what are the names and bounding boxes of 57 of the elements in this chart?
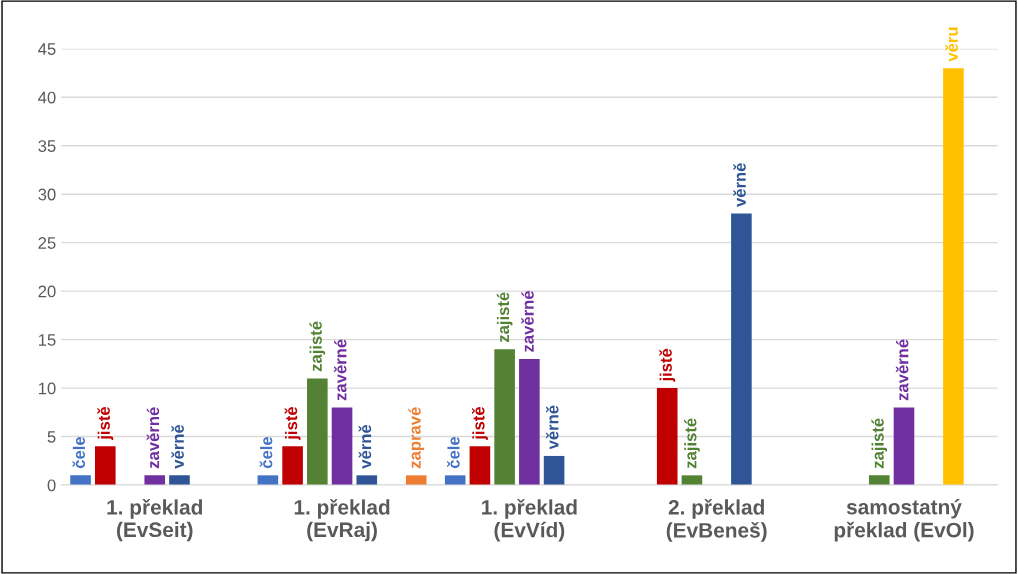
- text: zavěrné: [333, 339, 347, 401]
- bar: [331, 407, 353, 486]
- bar: [169, 475, 190, 486]
- y-tick-label: 40: [38, 91, 56, 104]
- text: zajisté: [871, 418, 888, 469]
- bar: [405, 475, 427, 486]
- bar: [307, 378, 328, 486]
- text: čele: [259, 436, 273, 469]
- text: čele: [72, 436, 86, 469]
- text: věrně: [733, 163, 746, 207]
- y-tick-label: 15: [38, 334, 56, 346]
- x-tick-label: 1. překlad (EvRaj): [294, 498, 390, 542]
- bar: [681, 475, 703, 486]
- text: jistě: [471, 406, 488, 440]
- bar: [731, 213, 752, 486]
- y-tick-label: 35: [38, 140, 56, 152]
- y-tick-label: 45: [38, 43, 56, 55]
- y-tick-label: 20: [38, 285, 56, 298]
- text: zajisté: [309, 321, 326, 372]
- y-tick-label: 25: [38, 237, 56, 249]
- bar: [94, 446, 116, 486]
- text: čele: [447, 436, 460, 469]
- x-tick-label: 2. překlad (EvBeneš): [666, 498, 767, 542]
- y-tick-label: 5: [47, 431, 56, 443]
- bar: [70, 475, 91, 486]
- x-tick-label: 1. překlad (EvSeit): [107, 498, 202, 542]
- text: zapravé: [408, 407, 425, 469]
- text: zajisté: [684, 418, 700, 469]
- bar: [519, 359, 540, 486]
- bar: [144, 475, 166, 486]
- bar: [257, 475, 279, 486]
- bar: [469, 446, 491, 486]
- bar: [943, 68, 964, 486]
- text: věrně: [171, 424, 184, 469]
- text: zavěrné: [521, 290, 534, 352]
- text: zavěrné: [146, 407, 160, 469]
- text: jistě: [659, 348, 676, 382]
- bar: [656, 388, 678, 486]
- bar: [543, 455, 565, 486]
- text: věrně: [545, 405, 559, 450]
- bar: [356, 475, 378, 486]
- text: zavěrné: [895, 339, 909, 401]
- text: věrně: [358, 424, 372, 469]
- bar: [282, 446, 303, 486]
- bar: [444, 475, 466, 486]
- bar: [868, 475, 890, 486]
- text: věru: [945, 27, 958, 62]
- y-tick-label: 0: [47, 479, 56, 492]
- text: jistě: [97, 406, 114, 440]
- bar: [893, 407, 915, 486]
- x-tick-label: samostatný překlad (EvOl): [834, 498, 974, 542]
- y-tick-label: 10: [38, 382, 56, 395]
- text: jistě: [284, 406, 301, 440]
- text: zajisté: [496, 292, 513, 343]
- bar: [494, 349, 515, 486]
- x-tick-label: 1. překlad (EvVíd): [482, 498, 577, 542]
- y-tick-label: 30: [38, 188, 56, 201]
